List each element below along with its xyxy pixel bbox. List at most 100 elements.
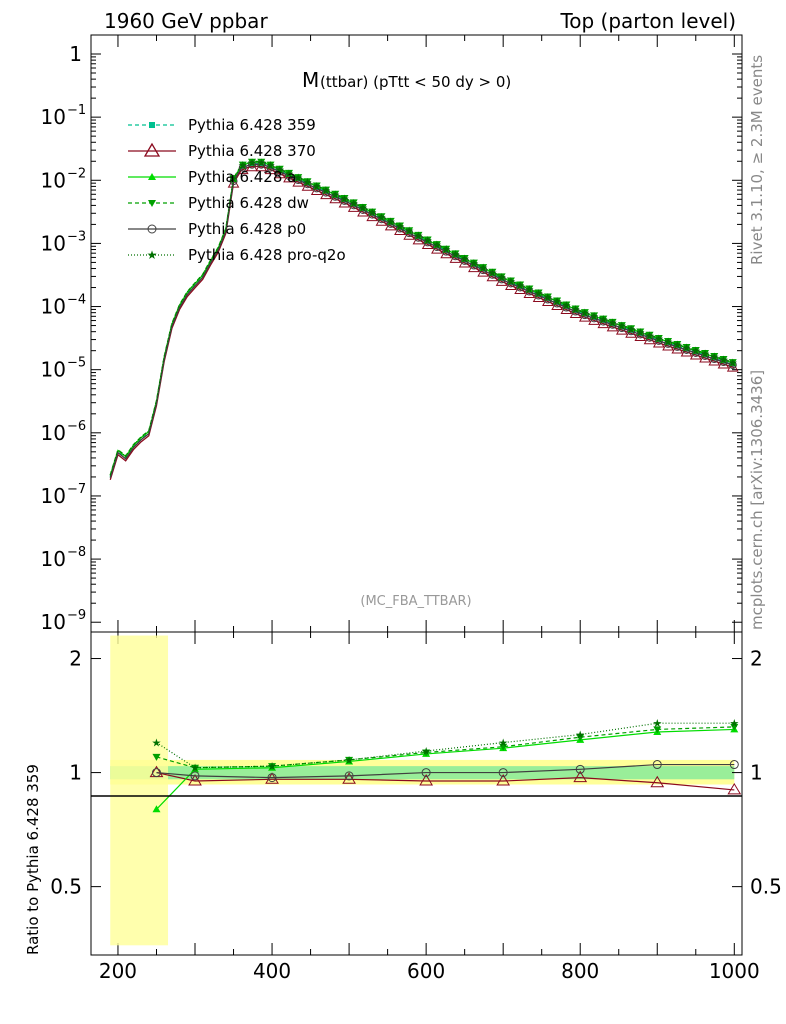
ratio-point [419,774,434,786]
legend: Pythia 6.428 359 Pythia 6.428 370 Pythia 6… [128,116,346,264]
data-point [506,277,515,285]
ratio-point [421,768,431,778]
data-point [257,160,266,169]
data-point [488,270,497,279]
data-point [423,238,432,247]
data-point [460,254,469,262]
data-point [358,204,367,212]
data-point: ★ [543,291,553,304]
data-point: ★ [524,283,534,296]
ratio-point [496,774,511,786]
data-point: ★ [552,295,562,308]
main-y-tick-labels: 110−110−210−310−410−510−610−710−810−9 [41,42,87,634]
legend-marker: ★ [147,248,158,262]
ratio-point: ★ [729,717,739,730]
data-point: ★ [580,307,590,320]
data-point [469,261,478,270]
data-point: ★ [469,257,479,270]
data-point [257,158,266,166]
ratio-point: ★ [267,760,277,773]
ratio-point [727,782,742,795]
legend-label: Pythia 6.428 p0 [188,220,306,238]
ratio-point [576,734,585,742]
data-point [414,231,423,239]
legend-label: Pythia 6.428 a [188,168,296,186]
y-tick-exponent: −2 [67,166,86,181]
data-point [562,303,571,312]
ratio-line [156,763,735,779]
ratio-point [575,764,585,774]
data-point: ★ [589,310,599,323]
series-line [109,160,735,476]
ratio-point [650,775,665,788]
main-curves: ★★ ★ ★ ★ ★ ★ ★ ★ ★ ★ ★ ★ ★ ★ ★ ★ ★ ★ ★ ★ ★ ★ ★ ★ ★ ★ ★ ★ ★ ★ ★ ★ ★ ★ ★ ★ ★ ★ ★… [109,156,739,481]
data-point: ★ [561,299,571,312]
data-point: ★ [312,180,322,193]
ratio-line [156,771,735,791]
legend-marker [149,122,155,128]
y-tick-label: 10 [41,610,66,634]
data-point [553,297,562,305]
data-point: ★ [654,332,664,345]
data-point: ★ [238,159,248,172]
header-left: 1960 GeV ppbar [104,9,268,33]
data-point [349,201,358,210]
legend-label: Pythia 6.428 pro-q2o [188,246,346,264]
data-point [543,295,552,304]
data-point [627,327,636,336]
data-point [331,190,340,198]
data-point: ★ [728,357,738,370]
ratio-y-tick-label: 2 [69,647,82,671]
data-point: ★ [645,329,655,342]
data-point [525,287,534,296]
data-point: ★ [432,239,442,252]
data-point [708,355,721,366]
data-point [682,343,691,351]
ratio-point [267,773,277,783]
data-point: ★ [571,303,581,316]
data-point [303,180,312,189]
data-point: ★ [256,156,266,169]
data-point [719,356,728,364]
data-point: ★ [377,211,387,224]
ratio-point: ★ [152,737,162,750]
data-point [506,279,515,288]
data-point [516,283,525,292]
data-point [266,163,275,172]
data-point [534,291,543,300]
data-point [479,264,488,272]
ratio-point [265,772,279,784]
data-point: ★ [598,313,608,326]
series-line [109,165,735,481]
legend-marker [148,200,156,207]
data-point [691,347,700,355]
data-point: ★ [691,345,701,358]
data-point [608,318,617,326]
ratio-y-tick-label-right: 2 [750,647,763,671]
data-point: ★ [386,215,396,228]
data-point [340,196,349,205]
data-point [248,160,257,169]
ratio-point [498,768,508,778]
y-tick-label: 10 [41,484,66,508]
data-point: ★ [404,225,414,238]
data-point [227,177,240,188]
y-tick-label: 10 [41,421,66,445]
data-point: ★ [229,173,239,186]
ratio-y-tick-label-right: 1 [750,761,763,785]
x-tick-label: 800 [561,959,599,983]
data-point: ★ [284,167,294,180]
data-point: ★ [700,348,710,361]
data-point [303,178,312,186]
data-point [432,243,441,252]
data-point [442,245,451,253]
watermark: (MC_FBA_TTBAR) [360,594,471,609]
data-point: ★ [395,220,405,233]
data-point [689,348,702,360]
data-point [246,160,258,172]
data-point [652,336,665,348]
ratio-point [730,723,739,731]
ratio-point: ★ [190,762,200,775]
series-line [109,161,735,476]
